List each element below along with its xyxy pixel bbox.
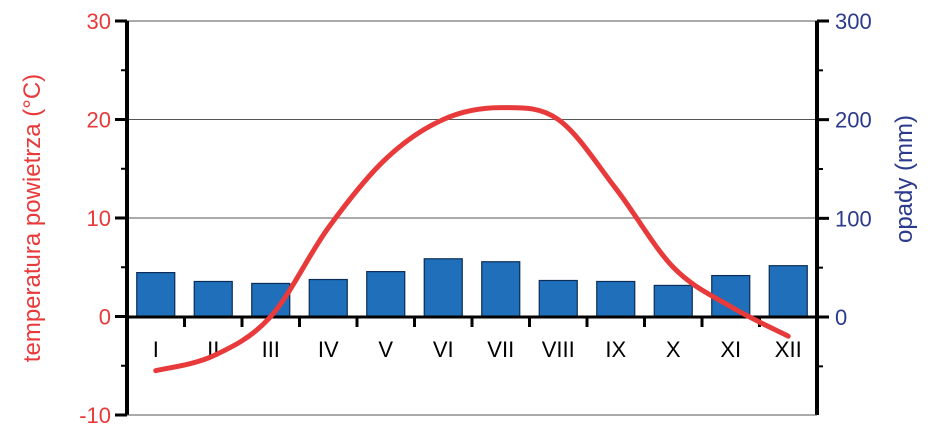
gridlines	[127, 20, 817, 219]
precipitation-bar	[366, 271, 406, 318]
precipitation-bar	[423, 258, 463, 318]
month-label: VII	[487, 337, 514, 362]
right-tick-labels: 300 200 100 0	[835, 9, 872, 330]
month-label: VI	[433, 337, 454, 362]
precipitation-bar	[596, 280, 636, 318]
precipitation-bar	[768, 265, 808, 318]
precipitation-bar	[653, 284, 693, 318]
left-tick-label: 20	[87, 108, 111, 133]
left-tick-label: 30	[87, 9, 111, 34]
left-tick-label: 0	[99, 305, 111, 330]
month-label: IV	[318, 337, 339, 362]
precipitation-bar	[538, 279, 578, 318]
category-labels: I II III IV V VI VII VIII IX X XI XII	[153, 337, 802, 362]
month-label: X	[666, 337, 681, 362]
month-label: XI	[720, 337, 741, 362]
bars	[136, 258, 808, 318]
right-axis-title: opady (mm)	[891, 115, 918, 243]
month-label: V	[378, 337, 393, 362]
left-tick-labels: 30 20 10 0 -10	[79, 9, 111, 427]
month-label: VIII	[542, 337, 575, 362]
right-tick-label: 100	[835, 206, 872, 231]
left-tick-label: 10	[87, 206, 111, 231]
left-axis-title: temperatura powietrza (°C)	[19, 74, 46, 362]
right-tick-label: 300	[835, 9, 872, 34]
month-label: I	[153, 337, 159, 362]
month-label: XII	[775, 337, 802, 362]
month-label: III	[262, 337, 280, 362]
month-label: IX	[605, 337, 626, 362]
precipitation-bar	[308, 278, 348, 318]
precipitation-bar	[711, 274, 751, 318]
axes	[115, 19, 829, 417]
left-tick-label: -10	[79, 403, 111, 427]
precipitation-bar	[193, 280, 233, 318]
right-tick-label: 200	[835, 108, 872, 133]
right-tick-label: 0	[835, 305, 847, 330]
precipitation-bar	[136, 272, 176, 318]
temperature-curve	[153, 105, 791, 374]
precipitation-bar	[481, 261, 521, 318]
temperature-line	[153, 105, 791, 374]
